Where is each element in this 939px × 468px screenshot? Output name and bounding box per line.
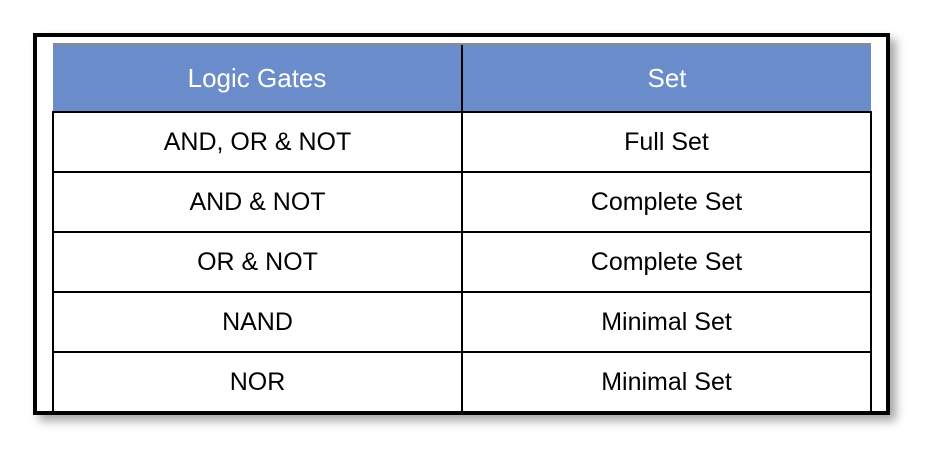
cell-gates: NAND	[52, 291, 463, 353]
cell-gates: AND & NOT	[52, 171, 463, 233]
outer-frame: Logic Gates Set AND, OR & NOT Full Set A…	[33, 33, 890, 415]
table-row: AND, OR & NOT Full Set	[52, 111, 872, 173]
cell-set: Complete Set	[461, 231, 872, 293]
table-row: OR & NOT Complete Set	[52, 231, 872, 293]
table-row: NAND Minimal Set	[52, 291, 872, 353]
column-header-logic-gates: Logic Gates	[53, 43, 462, 113]
cell-set: Minimal Set	[461, 291, 872, 353]
cell-set: Complete Set	[461, 171, 872, 233]
column-header-set: Set	[461, 43, 871, 113]
cell-set: Minimal Set	[461, 351, 872, 413]
table-header-row: Logic Gates Set	[53, 43, 871, 113]
logic-gates-table: Logic Gates Set AND, OR & NOT Full Set A…	[52, 43, 872, 413]
cell-gates: AND, OR & NOT	[52, 111, 463, 173]
table-row: AND & NOT Complete Set	[52, 171, 872, 233]
cell-gates: OR & NOT	[52, 231, 463, 293]
cell-gates: NOR	[52, 351, 463, 413]
cell-set: Full Set	[461, 111, 872, 173]
table-row: NOR Minimal Set	[52, 351, 872, 413]
